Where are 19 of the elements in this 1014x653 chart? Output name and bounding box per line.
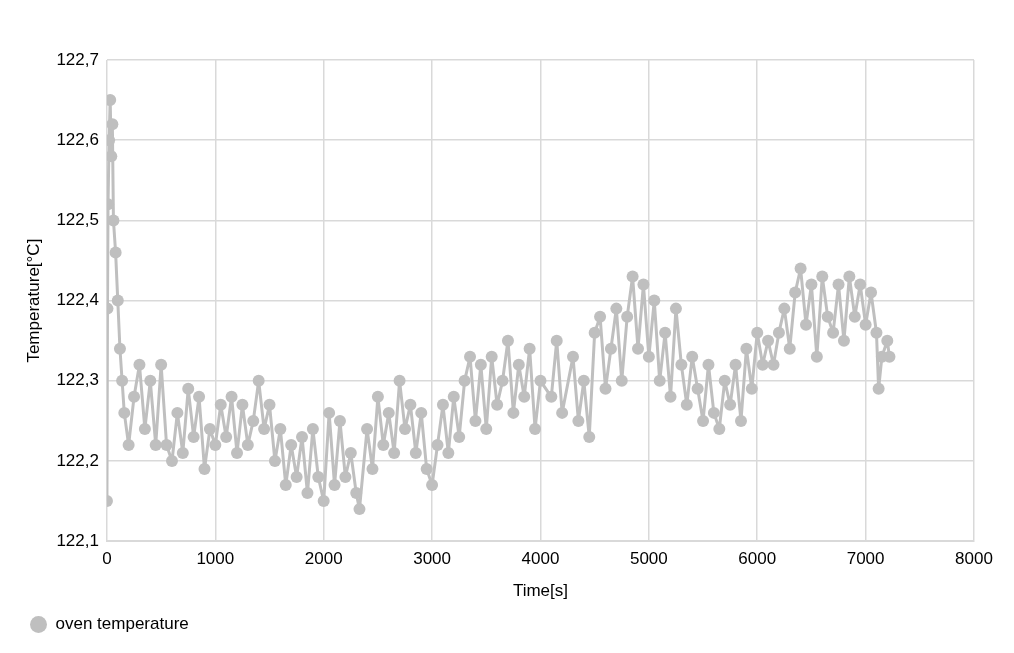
x-tick-label: 0 xyxy=(102,549,112,569)
x-tick-label: 1000 xyxy=(196,549,235,569)
x-tick-label: 3000 xyxy=(413,549,451,569)
x-axis-title: Time[s] xyxy=(512,581,569,601)
x-tick-label: 4000 xyxy=(521,549,560,569)
y-tick-label: 122,5 xyxy=(56,210,99,230)
x-tick-label: 7000 xyxy=(846,549,885,569)
y-tick-label: 122,1 xyxy=(56,530,99,550)
y-tick-label: 122,6 xyxy=(56,129,99,149)
y-tick-label: 122,7 xyxy=(56,49,99,69)
x-tick-label: 5000 xyxy=(629,549,668,569)
x-tick-label: 2000 xyxy=(304,549,343,569)
y-axis-title: Temperature[°C] xyxy=(23,238,43,363)
x-tick-label: 6000 xyxy=(738,549,777,569)
y-tick-label: 122,2 xyxy=(56,450,99,470)
x-tick-label: 8000 xyxy=(955,549,993,569)
y-tick-label: 122,3 xyxy=(56,370,99,390)
y-tick-label: 122,4 xyxy=(56,290,99,310)
legend-label: oven temperature xyxy=(55,614,189,634)
